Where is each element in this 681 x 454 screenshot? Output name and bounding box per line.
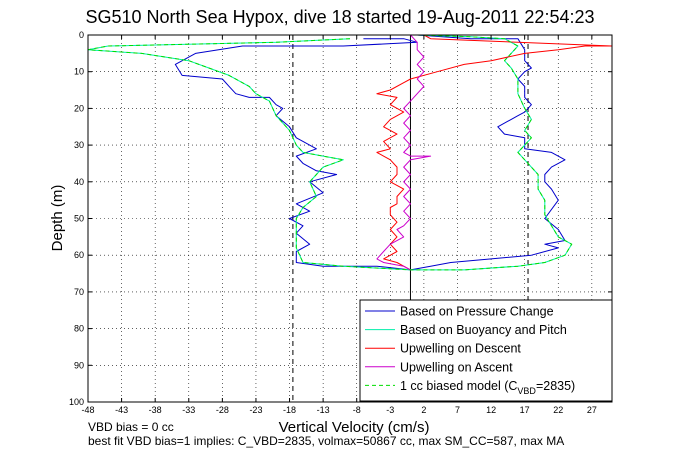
legend-box bbox=[359, 299, 613, 402]
y-tick-label: 100 bbox=[69, 397, 84, 407]
y-tick-label: 90 bbox=[74, 360, 84, 370]
legend-label-1: Based on Pressure Change bbox=[400, 305, 554, 319]
y-tick-label: 30 bbox=[74, 140, 84, 150]
x-axis-label: Vertical Velocity (cm/s) bbox=[279, 419, 430, 436]
x-tick-label: -3 bbox=[386, 405, 394, 415]
footnote-best-fit: best fit VBD bias=1 implies: C_VBD=2835,… bbox=[88, 434, 564, 448]
x-tick-label: 2 bbox=[421, 405, 426, 415]
x-tick-label: -43 bbox=[115, 405, 128, 415]
x-tick-label: 27 bbox=[587, 405, 597, 415]
x-tick-label: 7 bbox=[455, 405, 460, 415]
x-tick-label: -18 bbox=[283, 405, 296, 415]
x-tick-label: -13 bbox=[317, 405, 330, 415]
x-tick-label: -33 bbox=[182, 405, 195, 415]
y-tick-label: 60 bbox=[74, 250, 84, 260]
y-tick-label: 40 bbox=[74, 177, 84, 187]
y-tick-label: 10 bbox=[74, 67, 84, 77]
y-tick-label: 50 bbox=[74, 214, 84, 224]
x-tick-label: 12 bbox=[486, 405, 496, 415]
chart-title: SG510 North Sea Hypox, dive 18 started 1… bbox=[86, 7, 595, 27]
y-tick-label: 80 bbox=[74, 324, 84, 334]
series-line-4 bbox=[376, 34, 432, 271]
legend-label-subscript: VBD bbox=[517, 386, 536, 396]
x-tick-label: 17 bbox=[520, 405, 530, 415]
x-tick-label: -8 bbox=[353, 405, 361, 415]
legend-label-4: Upwelling on Ascent bbox=[400, 360, 513, 374]
series-lines bbox=[87, 34, 613, 271]
x-tick-label: 22 bbox=[553, 405, 563, 415]
y-tick-label: 70 bbox=[74, 287, 84, 297]
footnote-vbd-bias: VBD bias = 0 cc bbox=[88, 420, 174, 434]
legend-label-3: Upwelling on Descent bbox=[400, 342, 521, 356]
y-tick-label: 0 bbox=[79, 30, 84, 40]
x-tick-labels: -48 -43 -38 -33 -28 -23 -18 -13 -8 -3 2 7 12 17 22 27 bbox=[81, 405, 596, 415]
y-tick-label: 20 bbox=[74, 103, 84, 113]
legend: Based on Pressure Change Based on Buoyanc… bbox=[359, 299, 613, 402]
x-tick-label: -23 bbox=[249, 405, 262, 415]
legend-label-suffix: =2835) bbox=[536, 379, 575, 393]
series-line-5 bbox=[87, 34, 573, 271]
y-axis-label: Depth (m) bbox=[49, 185, 66, 252]
series-line-3 bbox=[376, 34, 613, 271]
y-tick-labels: 0 10 20 30 40 50 60 70 80 90 100 bbox=[69, 30, 84, 407]
x-tick-label: -38 bbox=[149, 405, 162, 415]
x-tick-label: -48 bbox=[81, 405, 94, 415]
x-tick-label: -28 bbox=[216, 405, 229, 415]
legend-label-2: Based on Buoyancy and Pitch bbox=[400, 323, 567, 337]
